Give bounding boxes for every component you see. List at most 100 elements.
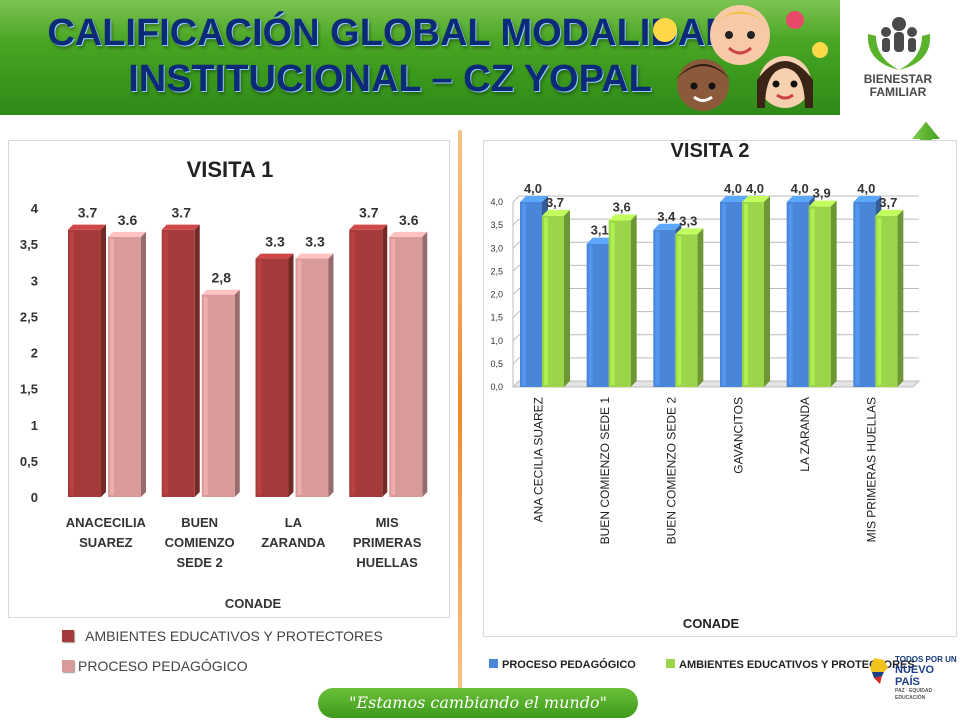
x-tick-label: BUEN COMIENZO SEDE 2 [665, 397, 679, 545]
data-label: 3,7 [879, 195, 897, 210]
bar-ambientes-side [101, 224, 106, 498]
x-tick-label: MIS [376, 515, 399, 530]
data-label: 3,4 [657, 209, 676, 224]
bar-ambientes-top [675, 228, 704, 235]
bar-proceso-side [234, 289, 240, 497]
y-tick-label: 1,0 [490, 336, 503, 346]
bar-ambientes [742, 196, 770, 387]
data-label: 3.7 [172, 205, 192, 221]
y-tick-label: 0,5 [490, 359, 503, 369]
bar-ambientes [675, 228, 704, 387]
title-line-2: INSTITUCIONAL – CZ YOPAL [128, 58, 652, 100]
bar-ambientes-top [808, 200, 837, 207]
x-tick-label: BUEN COMIENZO SEDE 1 [598, 397, 612, 545]
bar-proceso-top [108, 231, 146, 237]
bar-proceso-top [201, 289, 240, 295]
bar-ambientes-top [608, 214, 637, 221]
bar-ambientes-highlight [70, 231, 74, 496]
x-tick-label: ANA CECILIA SUAREZ [531, 397, 545, 522]
gridline-diag [512, 334, 520, 342]
data-label: 3,7 [546, 195, 564, 210]
gridline-diag [512, 357, 520, 365]
y-tick-label: 1,5 [490, 313, 503, 323]
y-tick-label: 2 [31, 346, 38, 361]
y-tick-label: 4,0 [490, 197, 503, 207]
bar-ambientes-side [630, 214, 637, 387]
bar-proceso-highlight [788, 204, 793, 385]
bar-ambientes-side [382, 224, 388, 498]
x-axis-title: CONADE [225, 596, 282, 611]
bar-proceso-highlight [722, 204, 726, 385]
bar-ambientes-top [742, 196, 770, 202]
bar-ambientes-side [564, 209, 570, 387]
logo-text: BIENESTAR FAMILIAR [848, 73, 948, 99]
bar-ambientes [161, 224, 200, 498]
y-tick-label: 3 [31, 273, 38, 288]
bar-proceso-highlight [655, 231, 660, 385]
bar-proceso-highlight [855, 204, 860, 385]
y-tick-label: 3,0 [490, 243, 503, 253]
bar-ambientes-highlight [677, 236, 682, 385]
bar-ambientes-highlight [744, 204, 748, 385]
bar-ambientes [542, 209, 570, 387]
data-label: 2,8 [212, 270, 232, 286]
y-tick-label: 4 [31, 201, 39, 216]
gridline-diag [512, 241, 520, 249]
bar-proceso-highlight [522, 204, 526, 385]
gridline-diag [512, 288, 520, 295]
data-label: 3.3 [265, 234, 285, 250]
bar-proceso-highlight [110, 238, 114, 495]
bar-ambientes-side [764, 196, 770, 387]
x-tick-label: ZARANDA [261, 535, 326, 550]
chart-1-title: VISITA 1 [186, 157, 274, 182]
y-tick-label: 0,0 [490, 382, 503, 392]
bar-proceso-top [653, 223, 682, 230]
colombia-map-icon [870, 658, 888, 684]
chart-1-legend-item-ambientes: AMBIENTES EDUCATIVOS Y PROTECTORES [62, 628, 383, 644]
x-tick-label: SEDE 2 [177, 555, 223, 570]
data-label: 4,0 [724, 181, 742, 196]
x-tick-label: SUAREZ [79, 535, 133, 550]
y-tick-label: 3,5 [490, 220, 503, 230]
legend-label-proceso: PROCESO PEDAGÓGICO [78, 658, 248, 674]
bar-ambientes-highlight [877, 217, 882, 385]
data-label: 3.7 [78, 205, 98, 221]
bar-proceso [389, 231, 428, 497]
bar-ambientes [608, 214, 637, 387]
bar-ambientes [875, 209, 904, 387]
chart-2-title: VISITA 2 [670, 140, 750, 162]
legend-label-proceso-2: PROCESO PEDAGÓGICO [502, 659, 636, 671]
bar-proceso [295, 253, 334, 497]
gridline-diag [512, 265, 520, 272]
logo-line-1: BIENESTAR [863, 72, 933, 86]
child-face-3 [757, 56, 813, 108]
gridline-diag [512, 218, 520, 226]
logo-line-2: FAMILIAR [869, 85, 927, 99]
bar-proceso-top [786, 196, 815, 202]
bar-ambientes [808, 200, 837, 387]
legend-swatch-ambientes-2 [666, 659, 675, 668]
bar-ambientes [255, 253, 294, 497]
bar-ambientes-highlight [810, 208, 815, 385]
bar-ambientes-top [349, 224, 388, 230]
gov-line-2: NUEVO PAÍS [895, 664, 935, 688]
x-tick-label: PRIMERAS [353, 535, 422, 550]
data-label: 3.7 [359, 205, 379, 221]
data-label: 4,0 [524, 181, 542, 196]
x-tick-label: LA [285, 515, 303, 530]
footer-slogan: "Estamos cambiando el mundo" [318, 688, 638, 718]
bar-proceso-top [853, 196, 882, 202]
bar-ambientes-side [897, 209, 904, 387]
y-tick-label: 0 [31, 490, 38, 505]
bar-proceso-top [520, 196, 548, 202]
header-shine [0, 0, 840, 40]
bar-proceso-top [295, 253, 334, 259]
bar-proceso-side [422, 231, 428, 497]
bar-proceso-side [141, 231, 146, 497]
data-label: 4,0 [791, 181, 809, 196]
bar-proceso-highlight [297, 260, 302, 495]
chart-2-plot: 0,0 0,5 1,0 1,5 2,0 2,5 3,0 3,5 4,0 4,0 3,7 ANA CEC… [490, 181, 921, 631]
bar-proceso-top [389, 231, 428, 237]
x-tick-label: LA ZARANDA [798, 397, 812, 472]
x-axis-title: CONADE [683, 616, 740, 631]
